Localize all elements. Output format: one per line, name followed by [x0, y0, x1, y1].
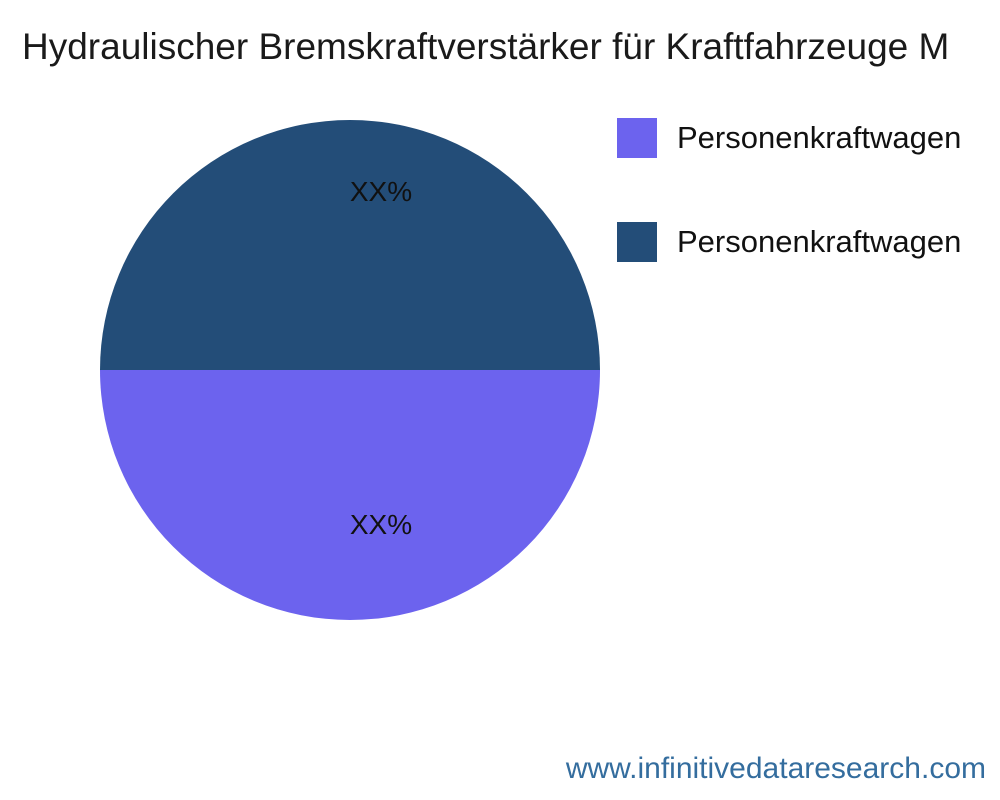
footer-website-link[interactable]: www.infinitivedataresearch.com — [565, 752, 986, 785]
legend-label-navy: Personenkraftwagen — [677, 224, 962, 259]
chart-title: Hydraulischer Bremskraftverstärker für K… — [22, 26, 950, 67]
pie-slice-0 — [100, 370, 600, 620]
legend-item-purple: Personenkraftwagen — [617, 118, 961, 158]
legend-swatch-purple-icon — [617, 118, 657, 158]
pie-slice-1 — [100, 120, 600, 370]
pie-slice-label-purple: XX% — [349, 509, 413, 540]
legend-label-purple: Personenkraftwagen — [677, 120, 962, 155]
legend-item-navy: Personenkraftwagen — [617, 222, 961, 262]
pie-slice-label-navy: XX% — [349, 176, 413, 207]
legend-swatch-navy-icon — [617, 222, 657, 262]
legend: Personenkraftwagen Personenkraftwagen — [617, 118, 961, 326]
